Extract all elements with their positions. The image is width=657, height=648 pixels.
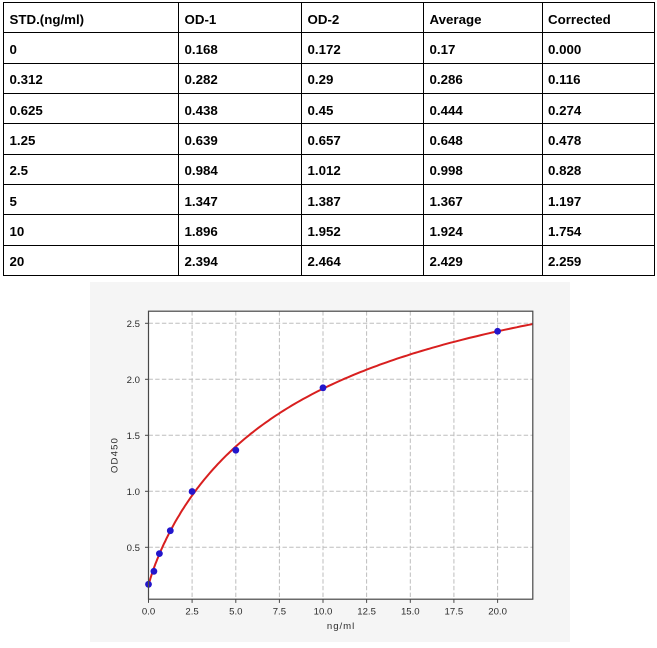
svg-text:10.0: 10.0 xyxy=(314,607,333,618)
svg-text:15.0: 15.0 xyxy=(401,607,420,618)
svg-text:7.5: 7.5 xyxy=(273,607,286,618)
svg-text:2.0: 2.0 xyxy=(127,375,140,386)
svg-text:0.5: 0.5 xyxy=(127,543,140,554)
svg-text:12.5: 12.5 xyxy=(357,607,376,618)
svg-text:2.5: 2.5 xyxy=(127,319,140,330)
svg-text:2.5: 2.5 xyxy=(185,607,198,618)
svg-text:0.0: 0.0 xyxy=(142,607,155,618)
svg-text:ng/ml: ng/ml xyxy=(327,621,354,632)
svg-text:OD450: OD450 xyxy=(109,438,120,473)
svg-text:1.0: 1.0 xyxy=(127,487,140,498)
svg-text:20.0: 20.0 xyxy=(488,607,507,618)
svg-text:5.0: 5.0 xyxy=(229,607,242,618)
svg-text:1.5: 1.5 xyxy=(127,431,140,442)
svg-text:17.5: 17.5 xyxy=(445,607,464,618)
